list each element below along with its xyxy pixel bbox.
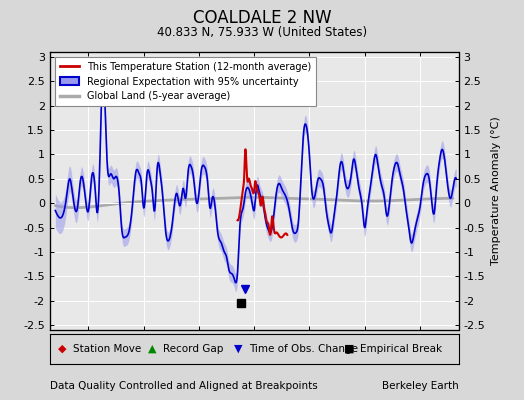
Text: ■: ■ — [344, 344, 355, 354]
Y-axis label: Temperature Anomaly (°C): Temperature Anomaly (°C) — [490, 117, 500, 265]
Text: ▼: ▼ — [234, 344, 242, 354]
Text: Record Gap: Record Gap — [163, 344, 224, 354]
Text: 40.833 N, 75.933 W (United States): 40.833 N, 75.933 W (United States) — [157, 26, 367, 39]
Text: Empirical Break: Empirical Break — [359, 344, 442, 354]
Text: ◆: ◆ — [58, 344, 67, 354]
Text: Data Quality Controlled and Aligned at Breakpoints: Data Quality Controlled and Aligned at B… — [50, 381, 318, 391]
Text: COALDALE 2 NW: COALDALE 2 NW — [193, 9, 331, 27]
Legend: This Temperature Station (12-month average), Regional Expectation with 95% uncer: This Temperature Station (12-month avera… — [54, 57, 316, 106]
Text: ▲: ▲ — [148, 344, 156, 354]
Text: Station Move: Station Move — [73, 344, 141, 354]
Text: Berkeley Earth: Berkeley Earth — [382, 381, 458, 391]
Text: Time of Obs. Change: Time of Obs. Change — [249, 344, 358, 354]
